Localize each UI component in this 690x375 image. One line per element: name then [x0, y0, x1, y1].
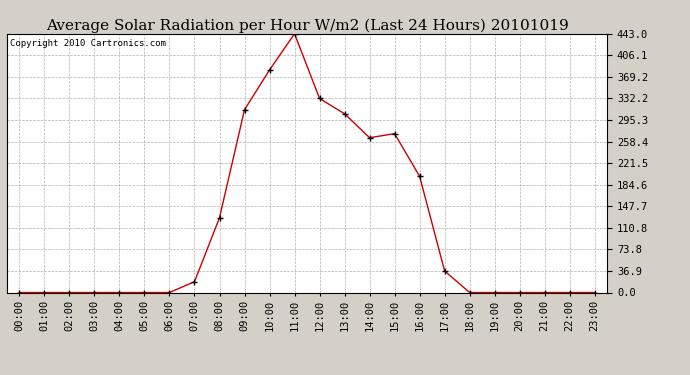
- Text: Copyright 2010 Cartronics.com: Copyright 2010 Cartronics.com: [10, 39, 166, 48]
- Title: Average Solar Radiation per Hour W/m2 (Last 24 Hours) 20101019: Average Solar Radiation per Hour W/m2 (L…: [46, 18, 569, 33]
